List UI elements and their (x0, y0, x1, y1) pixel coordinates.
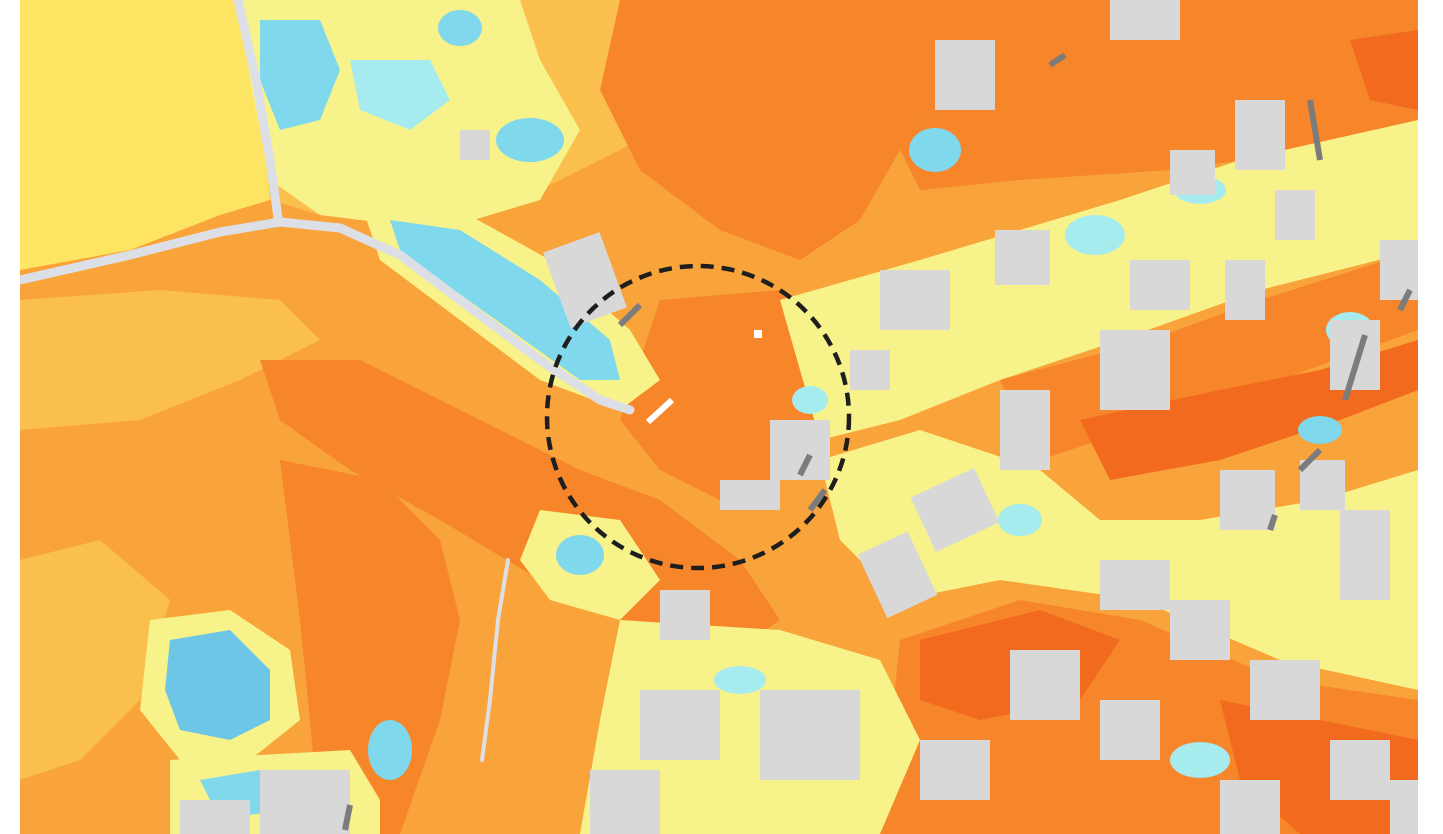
building (1100, 700, 1160, 760)
building (1300, 460, 1345, 510)
building (260, 770, 350, 834)
building (660, 590, 710, 640)
buildings-layer (180, 0, 1418, 834)
building (1100, 560, 1170, 610)
heat-map[interactable] (20, 0, 1418, 834)
building (1170, 600, 1230, 660)
pale-field-north-west (20, 0, 270, 270)
road-line (20, 217, 635, 415)
building (590, 770, 660, 834)
building (1130, 260, 1190, 310)
highlight-circle (544, 263, 852, 571)
building (1220, 780, 1280, 834)
building (1220, 470, 1275, 530)
building (1330, 740, 1390, 800)
building-shadow (617, 302, 643, 328)
vegetation-south-center (580, 620, 920, 834)
building (1380, 240, 1418, 300)
building (1100, 330, 1170, 410)
building (1235, 100, 1285, 170)
cool-spot-south-1 (368, 720, 412, 780)
building (910, 468, 1000, 552)
building (720, 480, 780, 510)
cool-spot-center (792, 386, 828, 414)
cool-spot-south-2 (714, 666, 766, 694)
building-shadow (342, 804, 353, 831)
building (1275, 190, 1315, 240)
hot-band-valley (280, 460, 460, 834)
building (850, 350, 890, 390)
cool-spot-east-7 (1298, 416, 1342, 444)
building-shadow (1267, 514, 1278, 531)
building (760, 690, 860, 780)
building-shadow (1397, 288, 1413, 312)
building (935, 40, 995, 110)
building-shadows-layer (342, 52, 1413, 831)
cool-pond-south-west (165, 630, 270, 740)
mild-field-south-west (20, 540, 170, 780)
building (543, 232, 627, 328)
building (460, 130, 490, 160)
building-shadow (1297, 447, 1323, 473)
mild-field-west (20, 290, 320, 430)
hot-band-north-east (900, 0, 1418, 190)
building (1250, 660, 1320, 720)
cool-pool-north (496, 118, 564, 162)
building (1225, 260, 1265, 320)
building-shadow (1307, 99, 1323, 161)
building (1010, 650, 1080, 720)
heat-map-frame (20, 0, 1418, 834)
cool-spot-east-6 (1170, 742, 1230, 778)
building-shadow (1342, 334, 1368, 401)
building (1330, 320, 1380, 390)
building (1340, 510, 1390, 600)
hot-band-north (600, 0, 1000, 260)
building (640, 690, 720, 760)
building (857, 531, 938, 619)
building-shadow (797, 453, 813, 477)
road-line-north (233, 0, 283, 223)
building-shadow (807, 488, 828, 512)
vegetation-cool-north-west (260, 20, 340, 130)
cool-spot-east-5 (998, 504, 1042, 536)
cool-spot-east-1 (909, 128, 961, 172)
building (180, 800, 250, 834)
building (1170, 150, 1215, 195)
cool-pool-north-2 (438, 10, 482, 46)
white-marker-line (645, 397, 675, 425)
building (1390, 780, 1418, 834)
building (920, 740, 990, 800)
white-marker-dot (754, 330, 762, 338)
building (995, 230, 1050, 285)
road-line-south (480, 558, 510, 762)
building (1110, 0, 1180, 40)
building-shadow (1048, 52, 1067, 68)
cool-spot-center-south (556, 535, 604, 575)
hottest-patch-north-east (1350, 30, 1418, 110)
vegetation-east-block (780, 120, 1418, 440)
vegetation-strip-west-cool (390, 220, 620, 380)
cool-spot-east-2 (1065, 215, 1125, 255)
vegetation-cool-north-west-2 (350, 60, 450, 130)
building (1000, 390, 1050, 470)
building (880, 270, 950, 330)
